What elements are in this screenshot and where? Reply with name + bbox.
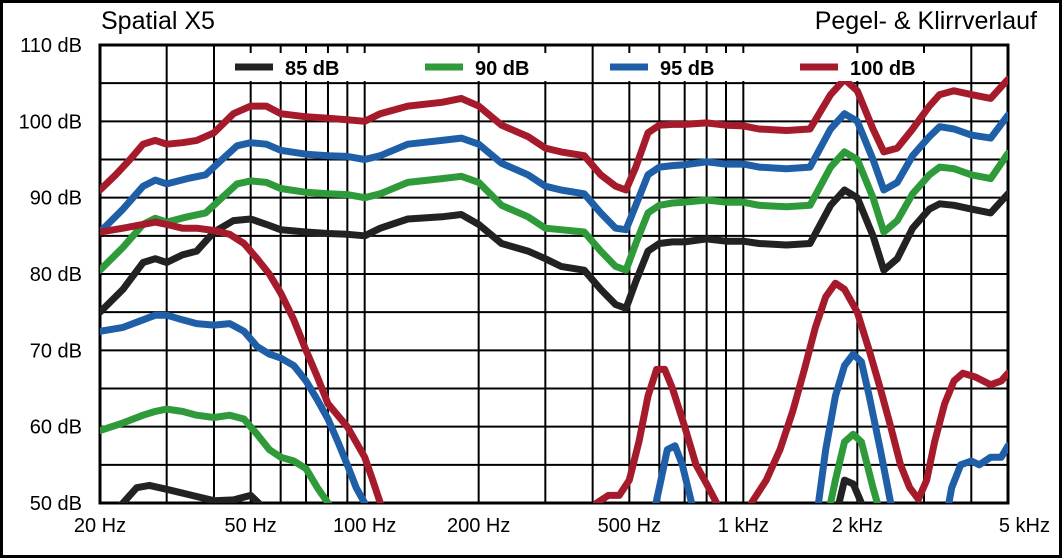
y-tick-label: 90 dB — [30, 188, 82, 210]
distortion-curve-95-db — [945, 442, 1008, 503]
y-tick-label: 100 dB — [19, 111, 82, 133]
distortion-curve-95-db — [100, 311, 369, 503]
y-tick-label: 60 dB — [30, 417, 82, 439]
legend-label-90-db: 90 dB — [475, 58, 529, 80]
plot-border — [98, 43, 1010, 505]
legend-label-100-db: 100 dB — [850, 58, 916, 80]
x-tick-label: 20 Hz — [74, 515, 126, 537]
y-tick-label: 110 dB — [20, 35, 82, 57]
distortion-curve-90-db — [100, 405, 332, 503]
x-tick-label: 2 kHz — [832, 515, 883, 537]
chart-legend: 85 dB 90 dB 95 dB 100 dB — [227, 53, 957, 81]
x-tick-label: 1 kHz — [718, 515, 769, 537]
chart-title: Spatial X5 — [101, 7, 215, 35]
legend-label-85-db: 85 dB — [285, 58, 339, 80]
y-tick-label: 70 dB — [30, 340, 82, 362]
distortion-curve-95-db — [652, 442, 696, 503]
distortion-curve-100-db — [100, 218, 384, 503]
chart-subtitle: Pegel- & Klirrverlauf — [814, 7, 1037, 35]
x-tick-label: 500 Hz — [598, 515, 661, 537]
distortion-curve-100-db — [747, 279, 1008, 503]
level-curve-95-db — [100, 110, 1008, 236]
level-curve-100-db — [100, 75, 1008, 194]
legend-label-95-db: 95 dB — [660, 58, 714, 80]
y-tick-label: 50 dB — [30, 493, 82, 515]
distortion-curve-100-db — [593, 365, 721, 503]
x-tick-label: 200 Hz — [447, 515, 510, 537]
x-tick-label: 50 Hz — [225, 515, 277, 537]
axis-labels: 110 dB 100 dB 90 dB 80 dB 70 dB 60 dB 50 dB20 … — [19, 35, 1050, 537]
plot-curves — [100, 75, 1008, 503]
level-curve-85-db — [100, 186, 1008, 316]
distortion-curve-95-db — [814, 350, 895, 503]
level-curve-90-db — [100, 148, 1008, 274]
x-tick-label: 5 kHz — [999, 515, 1050, 537]
distortion-curve-85-db — [835, 476, 866, 503]
distortion-curve-90-db — [826, 430, 881, 503]
distortion-curve-85-db — [118, 481, 264, 503]
y-tick-label: 80 dB — [30, 264, 82, 286]
x-tick-label: 100 Hz — [333, 515, 396, 537]
